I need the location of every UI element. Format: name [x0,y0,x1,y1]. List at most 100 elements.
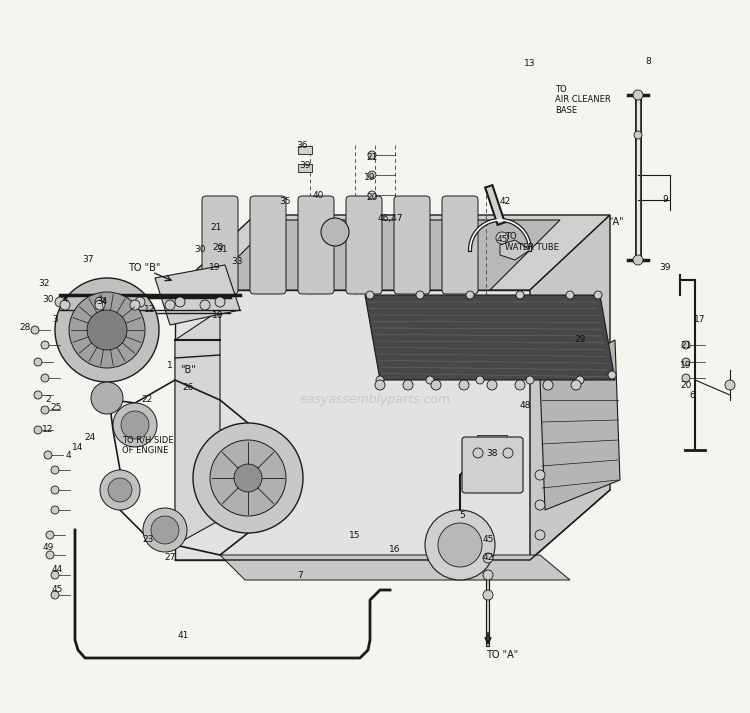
Circle shape [95,297,105,307]
Circle shape [682,374,690,382]
Circle shape [46,551,54,559]
Circle shape [41,406,49,414]
Circle shape [51,506,59,514]
Circle shape [41,341,49,349]
Circle shape [416,291,424,299]
Circle shape [151,516,179,544]
Circle shape [571,380,581,390]
Text: 28: 28 [20,322,31,332]
Circle shape [34,426,42,434]
Circle shape [91,382,123,414]
Circle shape [633,90,643,100]
Text: 15: 15 [350,530,361,540]
Circle shape [459,380,469,390]
Text: 1: 1 [167,361,172,369]
Circle shape [55,297,65,307]
Circle shape [483,590,493,600]
Text: 35: 35 [279,198,291,207]
Text: 27: 27 [164,553,176,563]
Text: 46,47: 46,47 [377,213,403,222]
Circle shape [535,470,545,480]
Text: 26: 26 [182,384,194,392]
Circle shape [725,380,735,390]
FancyBboxPatch shape [442,196,478,294]
Text: 19: 19 [209,264,220,272]
Circle shape [403,380,413,390]
Circle shape [34,391,42,399]
Text: 34: 34 [96,297,108,305]
Circle shape [368,171,376,179]
Circle shape [466,291,474,299]
Polygon shape [175,215,610,290]
Text: 17: 17 [694,315,706,324]
Circle shape [503,448,513,458]
Polygon shape [365,295,615,380]
Text: 21: 21 [366,153,378,163]
Circle shape [535,500,545,510]
Bar [477,435,507,485]
Text: 19: 19 [680,361,692,369]
Text: 32: 32 [38,279,50,287]
Circle shape [51,591,59,599]
Circle shape [431,380,441,390]
Circle shape [368,151,376,159]
Circle shape [682,358,690,366]
Text: 41: 41 [177,632,189,640]
Text: easyassemblyparts.com: easyassemblyparts.com [299,394,451,406]
Circle shape [438,523,482,567]
Text: 6: 6 [689,391,694,399]
Circle shape [100,470,140,510]
Text: 23: 23 [142,535,154,545]
Circle shape [594,291,602,299]
Polygon shape [220,555,570,580]
Circle shape [51,466,59,474]
Text: 38: 38 [486,448,498,458]
Text: 45: 45 [496,235,508,245]
Text: TO "B": TO "B" [128,263,160,273]
Text: 12: 12 [144,305,156,314]
Circle shape [321,218,349,246]
Text: 21: 21 [680,341,692,349]
Circle shape [193,423,303,533]
Text: 16: 16 [389,545,400,555]
Text: 45: 45 [482,535,494,545]
Text: 4: 4 [65,451,70,459]
FancyBboxPatch shape [462,437,523,493]
Circle shape [51,571,59,579]
Circle shape [44,451,52,459]
Circle shape [576,376,584,384]
Circle shape [69,292,145,368]
Text: 42: 42 [482,553,494,563]
Text: TO "A": TO "A" [486,650,518,660]
Circle shape [200,300,210,310]
Circle shape [87,310,127,350]
Circle shape [376,376,384,384]
Text: 31: 31 [216,245,228,254]
Circle shape [34,358,42,366]
Circle shape [55,278,159,382]
Circle shape [175,297,185,307]
Text: 5: 5 [459,511,465,520]
Text: 39: 39 [659,264,670,272]
Circle shape [143,508,187,552]
Polygon shape [540,340,620,510]
Text: 7: 7 [297,570,303,580]
Polygon shape [500,240,530,260]
Circle shape [543,380,553,390]
Polygon shape [175,290,530,560]
Text: 44: 44 [51,565,62,575]
FancyBboxPatch shape [346,196,382,294]
FancyBboxPatch shape [202,196,238,294]
Circle shape [135,297,145,307]
Text: 20: 20 [680,381,692,389]
Text: "A": "A" [608,217,624,227]
Text: 29: 29 [574,336,586,344]
FancyBboxPatch shape [298,196,334,294]
Text: 12: 12 [42,426,54,434]
Circle shape [41,374,49,382]
Text: 20: 20 [366,193,378,202]
Text: 9: 9 [662,195,668,205]
Text: "B": "B" [180,365,196,375]
Circle shape [51,486,59,494]
Text: 33: 33 [231,257,243,267]
